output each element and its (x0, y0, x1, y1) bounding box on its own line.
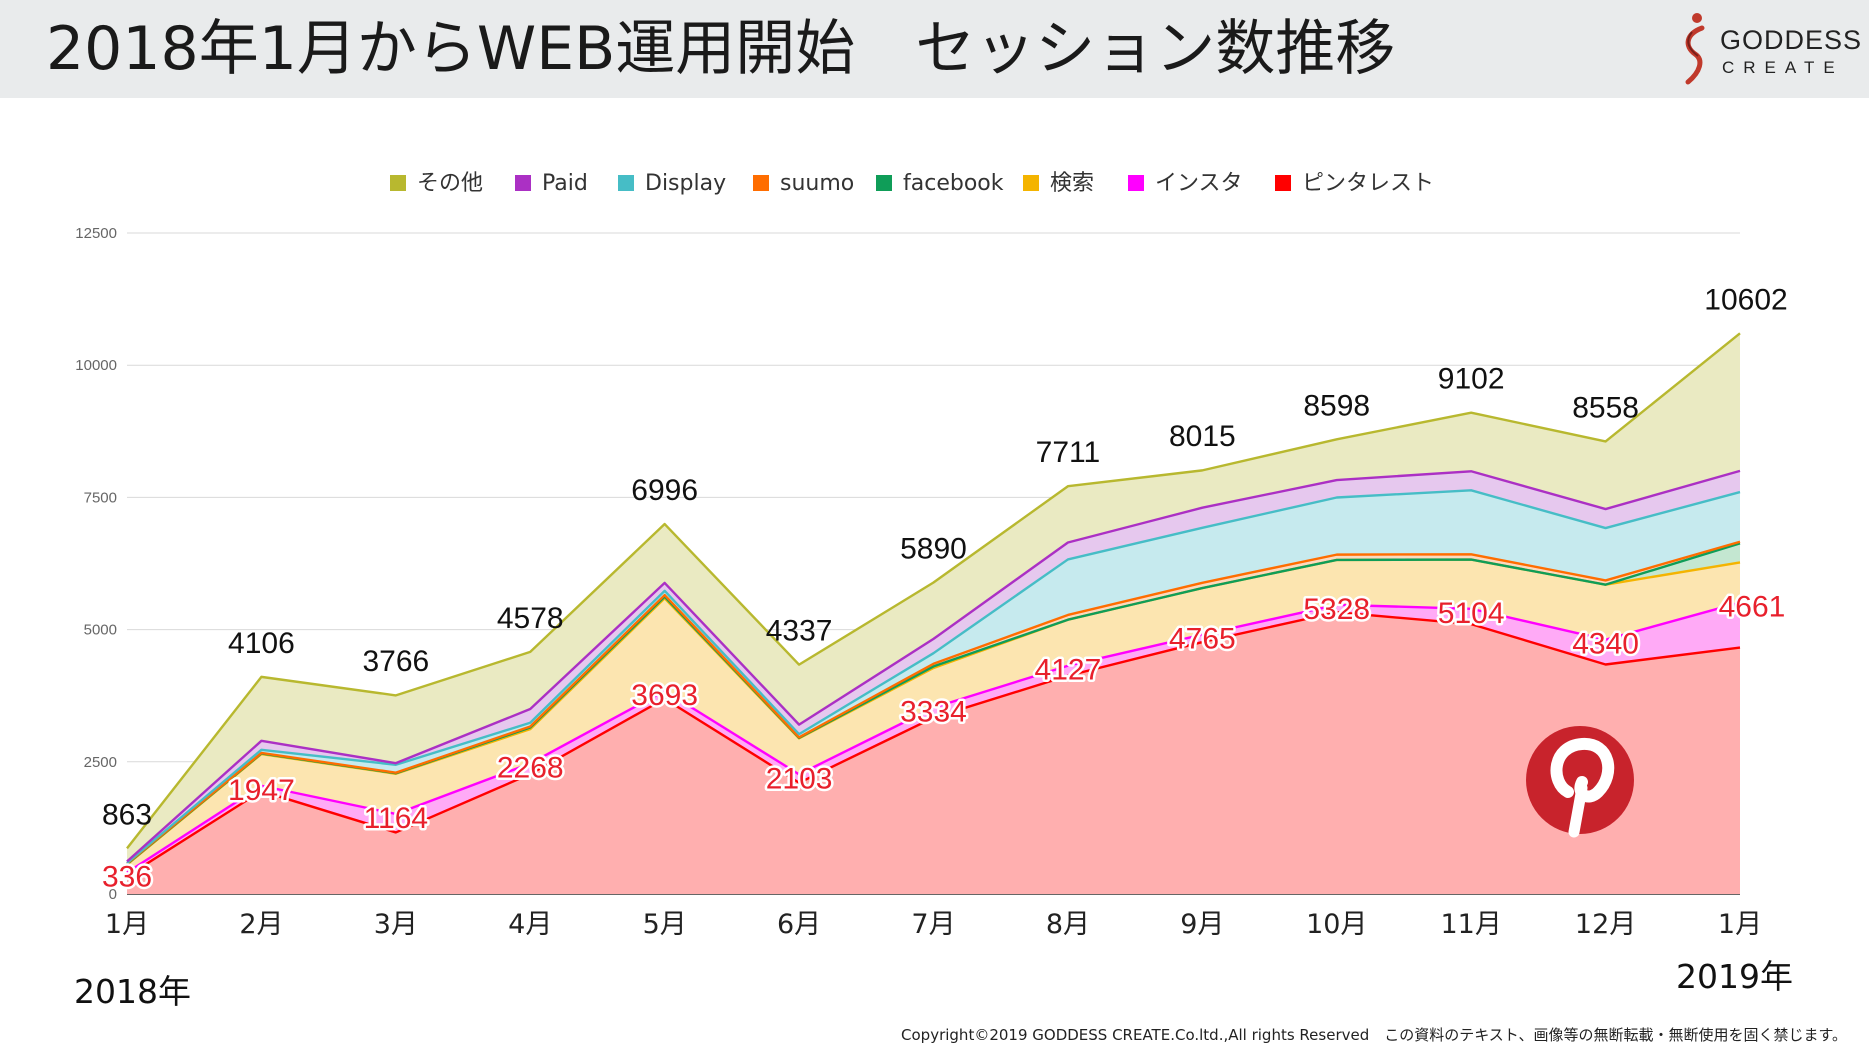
legend-swatch (390, 175, 406, 191)
x-tick-label: 2月 (239, 909, 283, 940)
y-tick-label: 0 (109, 886, 117, 903)
area-ピンタレスト (127, 612, 1740, 894)
pinterest-value-label: 4661 (1719, 591, 1786, 624)
legend-swatch (753, 175, 769, 191)
total-label: 9102 (1438, 363, 1505, 396)
x-tick-label: 1月 (105, 909, 149, 940)
chart-areas (127, 333, 1740, 894)
copyright-footer: Copyright©2019 GODDESS CREATE.Co.ltd.,Al… (901, 1026, 1847, 1044)
pinterest-value-label: 336 (102, 861, 152, 894)
header-bar: 2018年1月からWEB運用開始 セッション数推移 GODDESS CREATE (0, 0, 1869, 98)
x-tick-label: 12月 (1575, 909, 1636, 940)
legend-swatch (1128, 175, 1144, 191)
total-label: 8015 (1169, 420, 1236, 453)
pinterest-value-label: 5104 (1438, 597, 1505, 630)
line-インスタ (126, 601, 1741, 874)
total-label: 8598 (1303, 389, 1370, 422)
y-tick-label: 7500 (84, 489, 117, 506)
legend-label: ピンタレスト (1302, 171, 1434, 196)
x-tick-label: 7月 (911, 909, 955, 940)
area-Paid (127, 470, 1740, 864)
pinterest-labels: 336 1947 1164 2268 3693 2103 3334 4127 4765 5328 5… (99, 588, 1787, 896)
legend-swatch (1023, 175, 1039, 191)
pinterest-value-label: 3334 (900, 696, 967, 729)
y-tick-label: 5000 (84, 622, 117, 639)
pinterest-value-label: 1164 (364, 802, 429, 835)
x-axis: 1月 2月 3月 4月 5月 6月 7月 8月 9月 10月 11月 12月 1月 (105, 909, 1762, 940)
total-label: 863 (102, 798, 152, 831)
total-label: 4106 (228, 627, 295, 660)
pinterest-value-label: 4127 (1035, 654, 1102, 687)
line-Paid (126, 469, 1741, 863)
legend-swatch (876, 175, 892, 191)
y-tick-label: 10000 (75, 357, 117, 374)
legend-swatch (618, 175, 634, 191)
pinterest-value-label: 5328 (1303, 593, 1370, 626)
y-tick-label: 12500 (75, 225, 117, 242)
chart-series-lines (126, 332, 1741, 878)
legend-label: インスタ (1155, 171, 1243, 196)
year-start-label: 2018年 (74, 972, 191, 1011)
x-tick-label: 6月 (777, 909, 821, 940)
chart-legend: その他 Paid Display suumo facebook 検索 インスタ ピンタレスト (390, 171, 1434, 196)
company-logo: GODDESS CREATE (1680, 12, 1863, 88)
pinterest-value-label: 3693 (631, 679, 698, 712)
legend-label: 検索 (1050, 171, 1094, 196)
legend-label: Paid (542, 171, 588, 196)
legend-swatch (1275, 175, 1291, 191)
total-labels: 863 4106 3766 4578 6996 4337 5890 7711 8015 8598 9… (102, 283, 1788, 831)
pinterest-value-label: 4340 (1572, 628, 1639, 661)
pinterest-bowl (1550, 738, 1615, 803)
pinterest-value-label: 1947 (228, 774, 295, 807)
x-tick-label: 3月 (374, 909, 418, 940)
x-tick-label: 9月 (1180, 909, 1224, 940)
pinterest-value-label: 2268 (497, 751, 564, 784)
legend-label: suumo (780, 171, 854, 196)
total-label: 8558 (1572, 391, 1639, 424)
x-tick-label: 1月 (1718, 909, 1762, 940)
pinterest-logo-icon (1526, 726, 1634, 838)
area-Display (127, 490, 1740, 864)
total-label: 4337 (766, 615, 833, 648)
pinterest-value-label: 4765 (1169, 623, 1236, 656)
area-検索 (127, 559, 1740, 873)
y-axis: 0 2500 5000 7500 10000 12500 (75, 225, 117, 903)
legend-label: Display (645, 171, 726, 196)
logo-word: GODDESS (1720, 25, 1863, 55)
total-label: 6996 (631, 474, 698, 507)
line-Display (126, 489, 1741, 864)
total-label: 10602 (1704, 283, 1787, 316)
x-tick-label: 11月 (1440, 909, 1501, 940)
legend-label: facebook (903, 171, 1004, 196)
x-tick-label: 5月 (643, 909, 687, 940)
line-suumo (126, 540, 1741, 865)
legend-label: その他 (417, 171, 483, 196)
x-tick-label: 4月 (508, 909, 552, 940)
line-ピンタレスト (126, 611, 1741, 878)
x-tick-label: 10月 (1306, 909, 1367, 940)
pinterest-value-label: 2103 (766, 762, 833, 795)
goddess-swirl-icon (1685, 13, 1705, 85)
session-stacked-area-chart: その他 Paid Display suumo facebook 検索 インスタ ピンタレスト … (75, 171, 1788, 940)
page-title: 2018年1月からWEB運用開始 セッション数推移 (46, 14, 1396, 84)
total-label: 3766 (362, 645, 429, 678)
total-label: 5890 (900, 533, 967, 566)
y-tick-label: 2500 (84, 754, 117, 771)
legend-swatch (515, 175, 531, 191)
logo-subword: CREATE (1722, 58, 1844, 77)
year-end-label: 2019年 (1676, 957, 1793, 996)
total-label: 7711 (1036, 436, 1101, 469)
x-tick-label: 8月 (1046, 909, 1090, 940)
area-その他 (127, 333, 1740, 862)
total-label: 4578 (497, 602, 564, 635)
line-その他 (126, 332, 1741, 850)
